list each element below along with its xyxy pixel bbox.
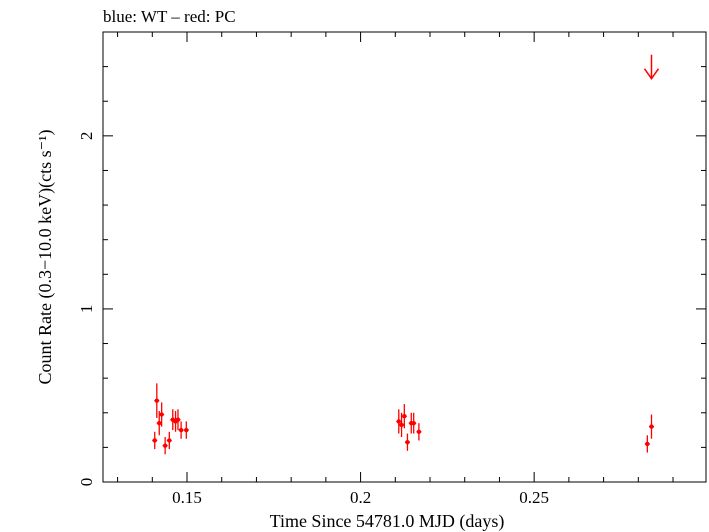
x-tick-label: 0.25 bbox=[519, 488, 549, 507]
data-point bbox=[649, 424, 654, 429]
upper-limit-arrowhead bbox=[643, 68, 660, 81]
data-point bbox=[184, 427, 189, 433]
data-point bbox=[154, 398, 160, 403]
axis-ticks bbox=[103, 31, 706, 483]
y-tick-label: 2 bbox=[77, 132, 96, 141]
data-point bbox=[396, 419, 401, 424]
data-point bbox=[405, 439, 410, 445]
y-tick-label: 1 bbox=[77, 305, 96, 314]
y-axis-label: Count Rate (0.3−10.0 keV)(cts s⁻¹) bbox=[35, 129, 56, 384]
chart-title: blue: WT – red: PC bbox=[103, 7, 236, 26]
data-point bbox=[162, 443, 168, 448]
data-point bbox=[411, 420, 416, 426]
y-tick-labels: 0 1 2 bbox=[77, 132, 96, 487]
y-tick-label: 0 bbox=[77, 478, 96, 487]
data-point bbox=[402, 414, 407, 419]
data-point bbox=[159, 412, 164, 417]
data-point bbox=[399, 422, 404, 428]
data-point bbox=[157, 420, 162, 426]
x-tick-labels: 0.15 0.2 0.25 bbox=[172, 488, 549, 507]
data-point bbox=[416, 429, 422, 435]
data-point bbox=[645, 441, 650, 447]
x-axis-label: Time Since 54781.0 MJD (days) bbox=[270, 511, 505, 532]
data-point bbox=[167, 438, 172, 443]
data-point bbox=[175, 417, 181, 422]
plot-frame bbox=[102, 31, 707, 483]
data-point bbox=[178, 427, 184, 433]
x-tick-label: 0.2 bbox=[350, 488, 371, 507]
data-point bbox=[152, 438, 157, 443]
x-tick-label: 0.15 bbox=[172, 488, 202, 507]
data-marks bbox=[152, 54, 660, 455]
